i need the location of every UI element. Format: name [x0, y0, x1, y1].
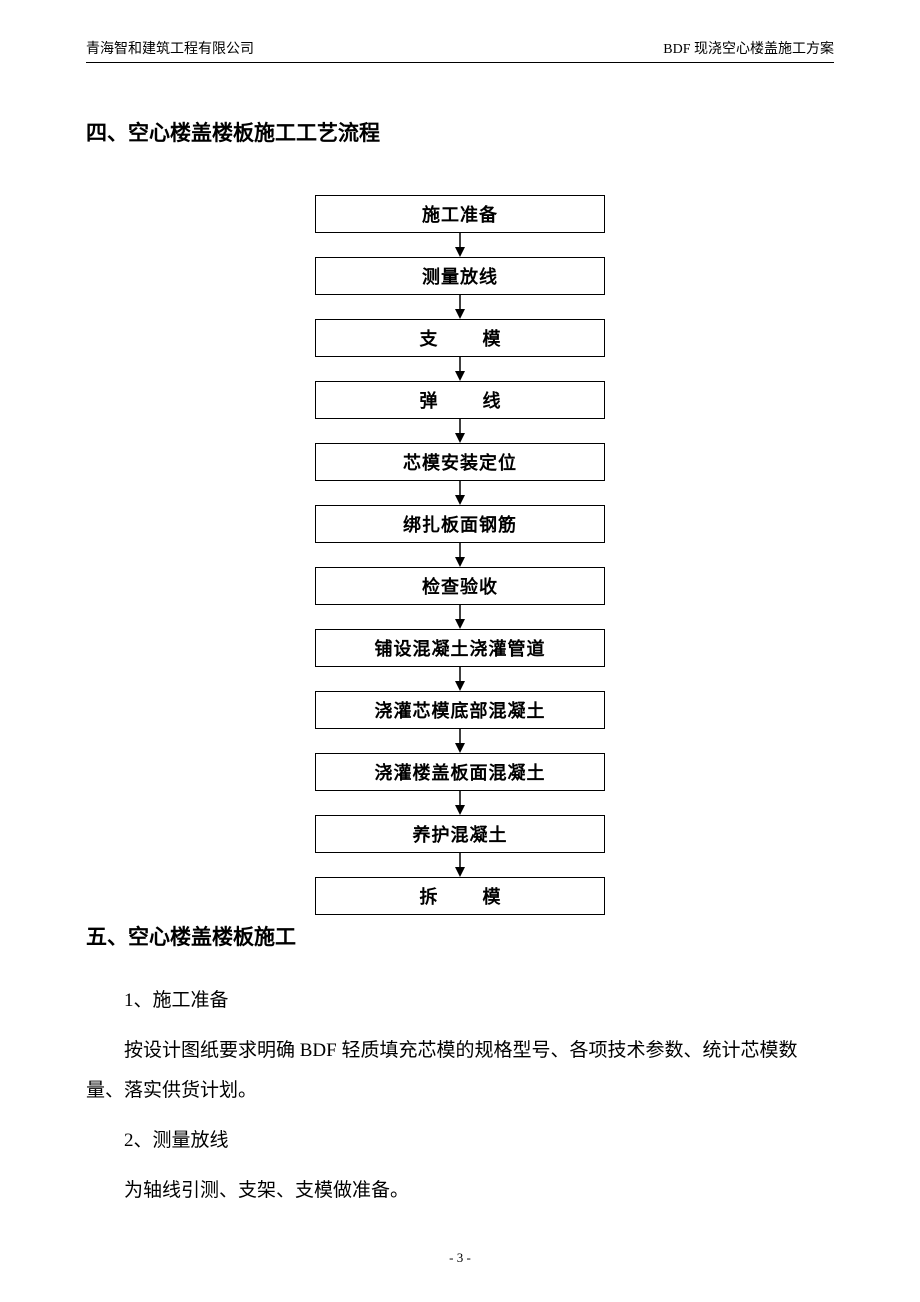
flow-arrow-icon — [450, 357, 470, 381]
header-left: 青海智和建筑工程有限公司 — [86, 38, 254, 58]
flow-arrow-icon — [450, 233, 470, 257]
flow-step-4-label: 弹线 — [420, 387, 501, 413]
flow-step-2: 测量放线 — [315, 257, 605, 295]
flow-arrow-icon — [450, 729, 470, 753]
flow-step-3: 支模 — [315, 319, 605, 357]
flow-step-10-label: 浇灌楼盖板面混凝土 — [375, 759, 546, 785]
flow-arrow-icon — [450, 419, 470, 443]
flow-step-1: 施工准备 — [315, 195, 605, 233]
flow-step-12: 拆模 — [315, 877, 605, 915]
flow-step-9: 浇灌芯模底部混凝土 — [315, 691, 605, 729]
flow-step-7: 检查验收 — [315, 567, 605, 605]
header-right: BDF 现浇空心楼盖施工方案 — [663, 38, 834, 58]
flow-step-8: 铺设混凝土浇灌管道 — [315, 629, 605, 667]
flow-step-7-label: 检查验收 — [422, 573, 498, 599]
flow-arrow-icon — [450, 667, 470, 691]
sub1-body: 按设计图纸要求明确 BDF 轻质填充芯模的规格型号、各项技术参数、统计芯模数量、… — [86, 1031, 834, 1111]
flow-step-10: 浇灌楼盖板面混凝土 — [315, 753, 605, 791]
flow-step-6-label: 绑扎板面钢筋 — [403, 511, 517, 537]
flow-arrow-icon — [450, 605, 470, 629]
sub1-heading: 1、施工准备 — [86, 981, 834, 1021]
section-5-title: 五、空心楼盖楼板施工 — [86, 921, 834, 951]
flow-step-6: 绑扎板面钢筋 — [315, 505, 605, 543]
flow-step-9-label: 浇灌芯模底部混凝土 — [375, 697, 546, 723]
flow-step-5-label: 芯模安装定位 — [403, 449, 517, 475]
process-flowchart: 施工准备 测量放线 支模 弹线 芯模安装定位 绑扎板面钢筋 检查验收 铺设混凝土… — [86, 195, 834, 915]
flow-step-5: 芯模安装定位 — [315, 443, 605, 481]
section-5-body: 1、施工准备 按设计图纸要求明确 BDF 轻质填充芯模的规格型号、各项技术参数、… — [86, 981, 834, 1210]
flow-arrow-icon — [450, 295, 470, 319]
flow-step-1-label: 施工准备 — [422, 201, 498, 227]
flow-step-8-label: 铺设混凝土浇灌管道 — [375, 635, 546, 661]
page-number: - 3 - — [0, 1250, 920, 1266]
flow-arrow-icon — [450, 481, 470, 505]
flow-step-12-label: 拆模 — [420, 883, 501, 909]
sub2-body: 为轴线引测、支架、支模做准备。 — [86, 1171, 834, 1211]
flow-arrow-icon — [450, 791, 470, 815]
flow-step-11-label: 养护混凝土 — [413, 821, 508, 847]
page-header: 青海智和建筑工程有限公司 BDF 现浇空心楼盖施工方案 — [86, 38, 834, 63]
flow-step-4: 弹线 — [315, 381, 605, 419]
flow-step-11: 养护混凝土 — [315, 815, 605, 853]
sub2-heading: 2、测量放线 — [86, 1121, 834, 1161]
flow-arrow-icon — [450, 543, 470, 567]
flow-step-2-label: 测量放线 — [422, 263, 498, 289]
section-4-title: 四、空心楼盖楼板施工工艺流程 — [86, 117, 834, 147]
flow-arrow-icon — [450, 853, 470, 877]
flow-step-3-label: 支模 — [420, 325, 501, 351]
